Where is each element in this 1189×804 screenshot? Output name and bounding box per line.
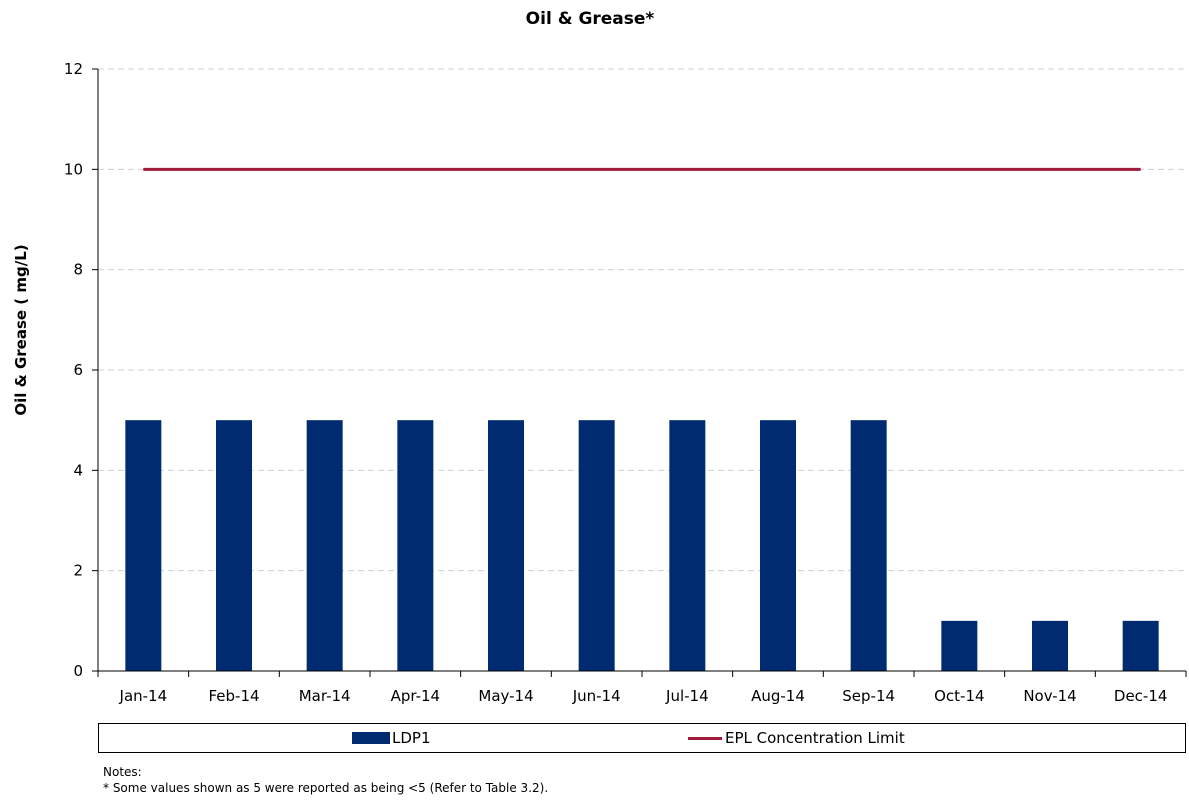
legend-item-ldp1: LDP1 (352, 729, 431, 747)
x-tick-label: Jan-14 (119, 687, 168, 705)
chart-title: Oil & Grease* (526, 9, 655, 29)
bar-jul-14 (669, 420, 706, 671)
legend-item-epl: EPL Concentration Limit (688, 729, 905, 747)
x-tick-label: May-14 (478, 687, 533, 705)
legend-swatch-ldp1 (352, 732, 390, 744)
legend-label-ldp1: LDP1 (392, 729, 431, 747)
bar-jun-14 (578, 420, 615, 671)
x-tick-label: Aug-14 (751, 687, 805, 705)
bar-jan-14 (125, 420, 162, 671)
y-axis-label: Oil & Grease ( mg/L) (12, 244, 30, 415)
x-tick-label: Jul-14 (665, 687, 709, 705)
legend-label-epl: EPL Concentration Limit (725, 729, 905, 747)
y-tick-label: 4 (73, 461, 83, 479)
x-tick-label: Oct-14 (934, 687, 984, 705)
y-tick-label: 6 (73, 361, 83, 379)
y-tick-labels: 0 2 4 6 8 10 12 (64, 60, 83, 680)
bar-oct-14 (941, 620, 978, 671)
y-tick-label: 2 (73, 562, 83, 580)
bars (125, 420, 1159, 671)
legend: LDP1 EPL Concentration Limit (98, 723, 1186, 753)
notes-text: * Some values shown as 5 were reported a… (103, 781, 549, 795)
axes (92, 68, 1187, 677)
bar-apr-14 (397, 420, 434, 671)
bar-sep-14 (850, 420, 887, 671)
y-tick-label: 0 (73, 662, 83, 680)
gridlines (98, 68, 1186, 572)
y-tick-label: 10 (64, 160, 83, 178)
y-tick-label: 12 (64, 60, 83, 78)
x-tick-label: Mar-14 (299, 687, 351, 705)
notes: Notes: * Some values shown as 5 were rep… (103, 764, 548, 796)
x-tick-label: Nov-14 (1023, 687, 1076, 705)
bar-nov-14 (1032, 620, 1068, 671)
y-tick-label: 8 (73, 261, 83, 279)
x-tick-label: Apr-14 (391, 687, 441, 705)
x-tick-label: Jun-14 (572, 687, 621, 705)
notes-heading: Notes: (103, 765, 142, 779)
bar-mar-14 (306, 420, 343, 671)
x-tick-labels: Jan-14 Feb-14 Mar-14 Apr-14 May-14 Jun-14 Jul-… (119, 687, 1168, 705)
bar-dec-14 (1122, 620, 1159, 671)
bar-feb-14 (216, 420, 252, 671)
legend-swatch-epl (688, 736, 722, 740)
bar-aug-14 (760, 420, 796, 671)
x-tick-label: Feb-14 (208, 687, 259, 705)
x-tick-label: Dec-14 (1114, 687, 1168, 705)
bar-may-14 (488, 420, 524, 671)
x-tick-label: Sep-14 (842, 687, 895, 705)
